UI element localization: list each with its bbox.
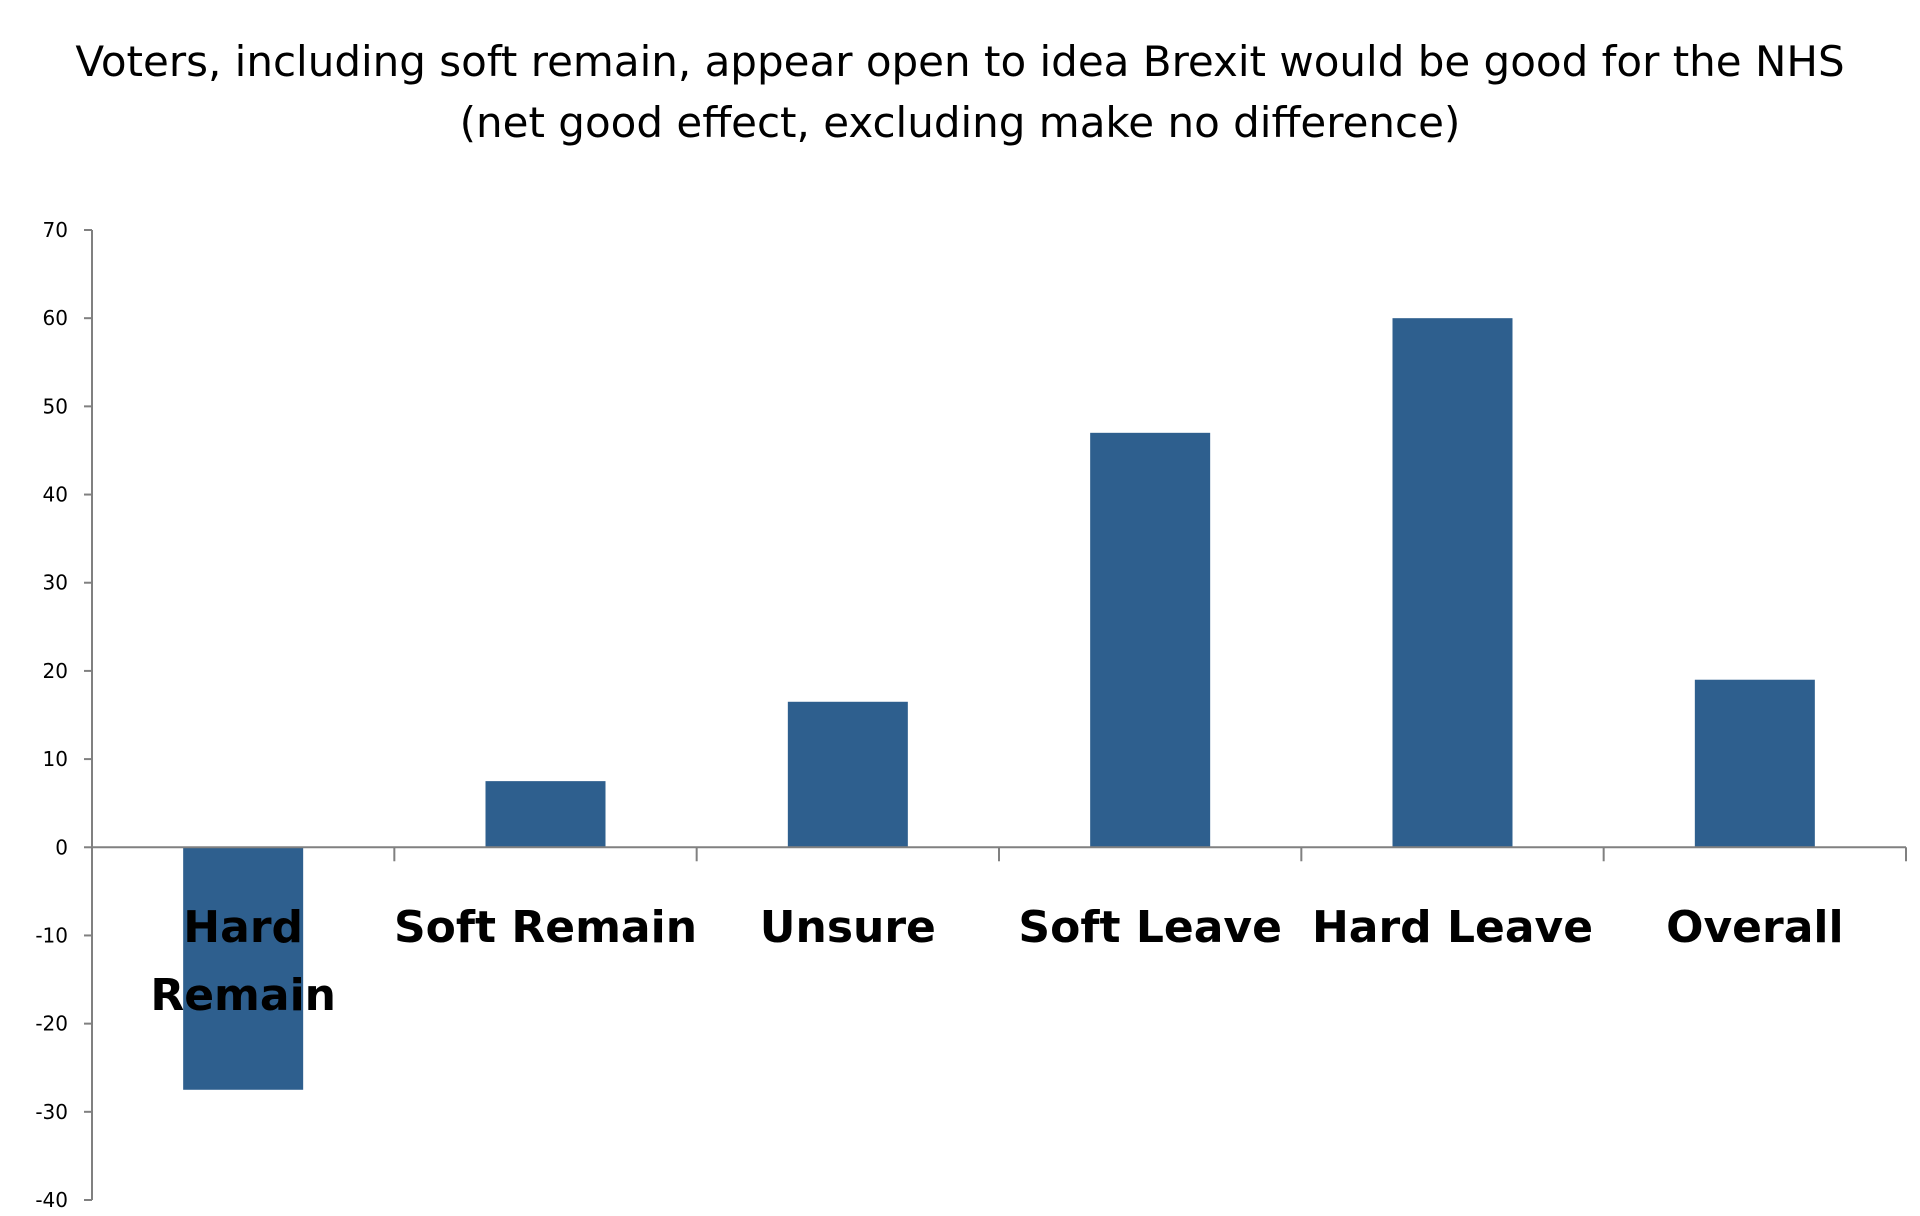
y-tick-label: -20	[35, 1012, 68, 1036]
bar	[1392, 318, 1513, 848]
bar	[485, 781, 606, 848]
category-label: Hard Leave	[1312, 902, 1593, 953]
y-tick-label: 50	[43, 394, 68, 418]
y-tick-label: 60	[43, 306, 68, 330]
y-tick-label: -30	[35, 1100, 68, 1124]
bar	[183, 847, 304, 1090]
bar	[1090, 432, 1211, 848]
y-tick-label: -40	[35, 1188, 68, 1212]
x-axis	[91, 846, 1907, 862]
y-tick-label: 70	[43, 218, 68, 242]
chart-title-line-2: (net good effect, excluding make no diff…	[460, 98, 1461, 147]
chart-title: Voters, including soft remain, appear op…	[75, 37, 1844, 147]
y-tick-label: 0	[55, 835, 68, 859]
y-tick-label: 40	[43, 483, 68, 507]
y-tick-label: 30	[43, 571, 68, 595]
bar	[787, 701, 908, 848]
category-label: Overall	[1666, 902, 1843, 953]
y-tick-label: -10	[35, 923, 68, 947]
category-label: Soft Remain	[394, 902, 697, 953]
bar	[1694, 679, 1815, 848]
category-label: Hard	[183, 902, 303, 953]
y-tick-label: 10	[43, 747, 68, 771]
category-label: Soft Leave	[1018, 902, 1282, 953]
bars	[183, 318, 1815, 1090]
y-axis: -40 -30 -20 -10 0 10 20 30 40 50 60 70	[35, 218, 93, 1212]
category-label: Remain	[150, 970, 336, 1021]
chart-title-line-1: Voters, including soft remain, appear op…	[75, 37, 1844, 86]
y-tick-label: 20	[43, 659, 68, 683]
category-labels: Hard Remain Soft Remain Unsure Soft Leave Har…	[150, 902, 1843, 1021]
category-label: Unsure	[760, 902, 936, 953]
